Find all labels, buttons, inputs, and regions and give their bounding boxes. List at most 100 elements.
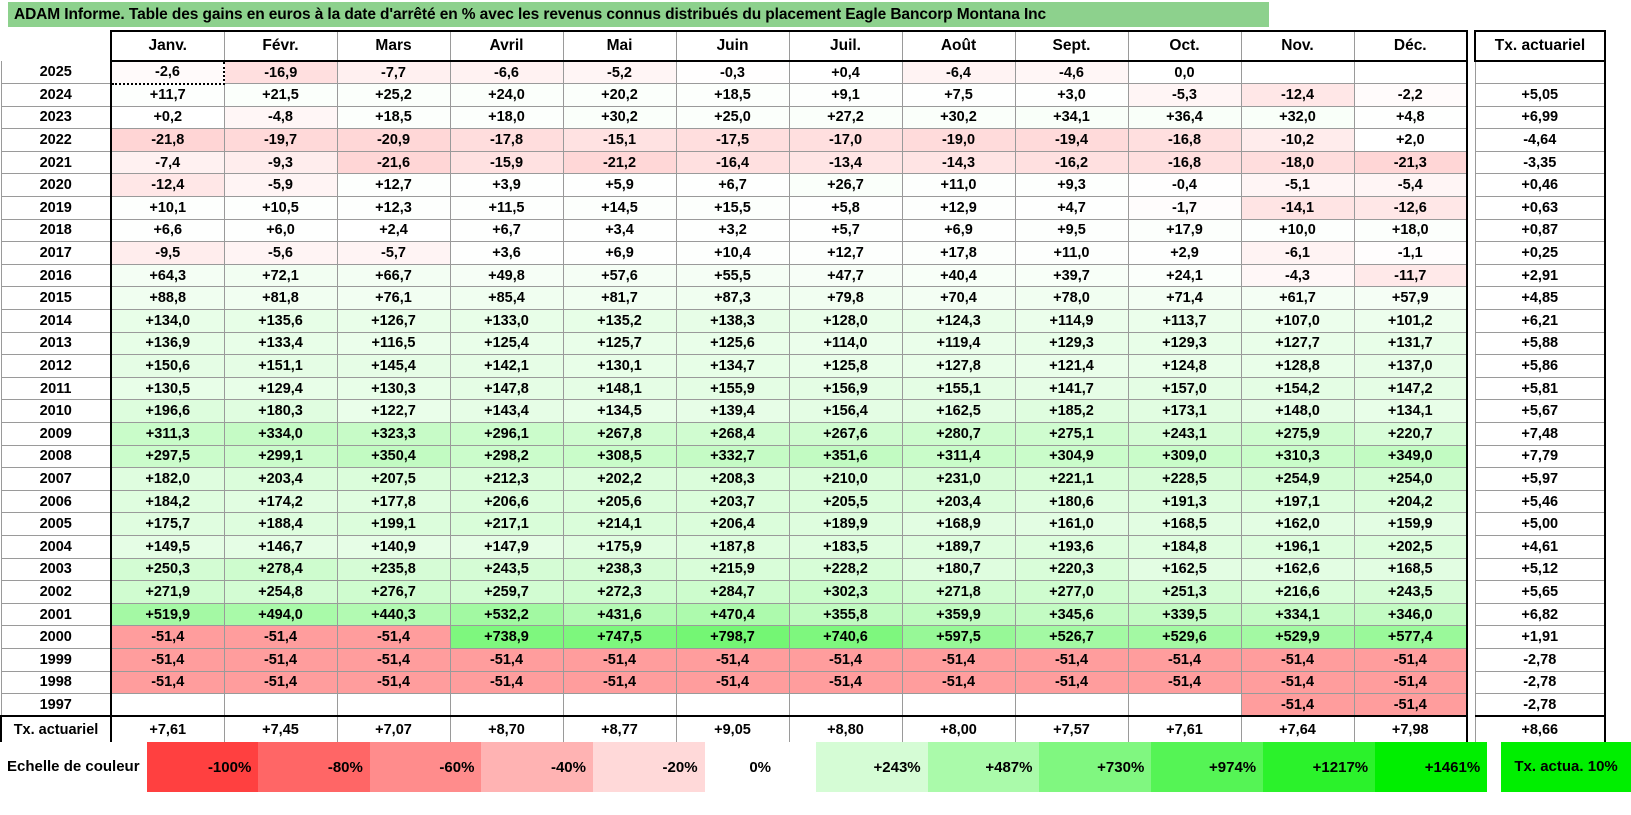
data-cell[interactable]: +18,5 — [675, 83, 789, 107]
row-year-label[interactable]: 1997 — [0, 693, 112, 718]
data-cell[interactable]: +3,9 — [449, 173, 563, 198]
data-cell[interactable]: +47,7 — [788, 264, 902, 288]
data-cell[interactable]: +6,0 — [223, 219, 337, 243]
header-month-nov[interactable]: Nov. — [1240, 30, 1354, 62]
data-cell[interactable] — [901, 693, 1015, 718]
data-cell[interactable] — [788, 693, 902, 718]
data-cell[interactable]: +212,3 — [449, 467, 563, 491]
data-cell[interactable]: +308,5 — [562, 445, 676, 469]
data-cell[interactable]: +11,0 — [901, 173, 1015, 198]
row-tx-actuariel[interactable]: +7,48 — [1474, 422, 1606, 446]
data-cell[interactable]: -0,4 — [1127, 173, 1241, 198]
data-cell[interactable]: +66,7 — [336, 264, 450, 288]
data-cell[interactable]: +254,0 — [1353, 467, 1468, 491]
data-cell[interactable]: +175,7 — [111, 512, 224, 536]
data-cell[interactable]: +217,1 — [449, 512, 563, 536]
grand-total-cell[interactable]: +8,66 — [1474, 715, 1606, 745]
data-cell[interactable]: -51,4 — [788, 671, 902, 695]
data-cell[interactable]: +3,6 — [449, 241, 563, 265]
data-cell[interactable]: +133,4 — [223, 332, 337, 356]
data-cell[interactable]: +747,5 — [562, 625, 676, 649]
data-cell[interactable]: +267,6 — [788, 422, 902, 446]
summary-cell[interactable]: +7,57 — [1014, 716, 1128, 745]
data-cell[interactable]: +243,1 — [1127, 422, 1241, 446]
data-cell[interactable]: -51,4 — [449, 648, 563, 672]
data-cell[interactable]: +10,4 — [675, 241, 789, 265]
data-cell[interactable]: +36,4 — [1127, 106, 1241, 130]
data-cell[interactable]: +5,7 — [788, 219, 902, 243]
data-cell[interactable] — [675, 693, 789, 718]
summary-cell[interactable]: +7,98 — [1353, 716, 1468, 745]
data-cell[interactable]: +798,7 — [675, 625, 789, 649]
row-year-label[interactable]: 2004 — [0, 535, 112, 559]
data-cell[interactable]: +250,3 — [111, 558, 224, 582]
row-tx-actuariel[interactable]: +5,65 — [1474, 580, 1606, 604]
data-cell[interactable]: +311,3 — [111, 422, 224, 446]
data-cell[interactable]: +251,3 — [1127, 580, 1241, 604]
data-cell[interactable]: +334,0 — [223, 422, 337, 446]
row-tx-actuariel[interactable]: +0,25 — [1474, 241, 1606, 265]
data-cell[interactable]: +14,5 — [562, 196, 676, 220]
data-cell[interactable]: -16,8 — [1127, 128, 1241, 152]
data-cell[interactable]: -51,4 — [1240, 648, 1354, 672]
data-cell[interactable]: -51,4 — [1240, 671, 1354, 695]
data-cell[interactable]: +323,3 — [336, 422, 450, 446]
data-cell[interactable]: -51,4 — [336, 625, 450, 649]
data-cell[interactable]: +309,0 — [1127, 445, 1241, 469]
data-cell[interactable]: -16,4 — [675, 151, 789, 175]
data-cell[interactable]: +3,2 — [675, 219, 789, 243]
data-cell[interactable]: +231,0 — [901, 467, 1015, 491]
data-cell[interactable]: -6,1 — [1240, 241, 1354, 265]
data-cell[interactable]: -19,0 — [901, 128, 1015, 152]
data-cell[interactable]: +10,5 — [223, 196, 337, 220]
data-cell[interactable]: +159,9 — [1353, 512, 1468, 536]
data-cell[interactable]: -5,7 — [336, 241, 450, 265]
data-cell[interactable] — [1353, 61, 1468, 85]
row-year-label[interactable]: 2000 — [0, 625, 112, 649]
row-year-label[interactable]: 2006 — [0, 490, 112, 514]
data-cell[interactable]: +130,5 — [111, 377, 224, 401]
row-tx-actuariel[interactable] — [1474, 61, 1606, 85]
data-cell[interactable]: +168,5 — [1353, 558, 1468, 582]
data-cell[interactable]: +125,4 — [449, 332, 563, 356]
row-tx-actuariel[interactable]: +5,46 — [1474, 490, 1606, 514]
data-cell[interactable]: +134,7 — [675, 354, 789, 378]
data-cell[interactable]: +122,7 — [336, 399, 450, 423]
data-cell[interactable]: +57,9 — [1353, 286, 1468, 311]
data-cell[interactable]: +206,6 — [449, 490, 563, 514]
data-cell[interactable]: +129,4 — [223, 377, 337, 401]
data-cell[interactable]: +17,9 — [1127, 219, 1241, 243]
data-cell[interactable]: +431,6 — [562, 603, 676, 627]
data-cell[interactable]: +235,8 — [336, 558, 450, 582]
data-cell[interactable]: +526,7 — [1014, 625, 1128, 649]
data-cell[interactable]: +334,1 — [1240, 603, 1354, 627]
data-cell[interactable]: +129,3 — [1014, 332, 1128, 356]
data-cell[interactable]: +27,2 — [788, 106, 902, 130]
data-cell[interactable]: +529,6 — [1127, 625, 1241, 649]
data-cell[interactable]: +304,9 — [1014, 445, 1128, 469]
data-cell[interactable]: +57,6 — [562, 264, 676, 288]
data-cell[interactable]: +3,4 — [562, 219, 676, 243]
data-cell[interactable]: -19,7 — [223, 128, 337, 152]
row-year-label[interactable]: 2018 — [0, 219, 112, 243]
row-tx-actuariel[interactable]: +1,91 — [1474, 625, 1606, 649]
row-year-label[interactable]: 1999 — [0, 648, 112, 672]
data-cell[interactable]: -51,4 — [111, 625, 224, 649]
row-year-label[interactable]: 2011 — [0, 377, 112, 401]
row-year-label[interactable]: 2003 — [0, 558, 112, 582]
data-cell[interactable]: +116,5 — [336, 332, 450, 356]
data-cell[interactable]: -51,4 — [223, 671, 337, 695]
data-cell[interactable]: +6,9 — [901, 219, 1015, 243]
data-cell[interactable]: +24,0 — [449, 83, 563, 107]
row-year-label[interactable]: 2024 — [0, 83, 112, 107]
summary-cell[interactable]: +8,70 — [449, 716, 563, 745]
data-cell[interactable]: +127,7 — [1240, 332, 1354, 356]
data-cell[interactable]: +150,6 — [111, 354, 224, 378]
data-cell[interactable]: -51,4 — [788, 648, 902, 672]
summary-cell[interactable]: +8,77 — [562, 716, 676, 745]
data-cell[interactable]: +206,4 — [675, 512, 789, 536]
data-cell[interactable] — [1127, 693, 1241, 718]
row-tx-actuariel[interactable]: +5,88 — [1474, 332, 1606, 356]
data-cell[interactable]: +214,1 — [562, 512, 676, 536]
data-cell[interactable]: +188,4 — [223, 512, 337, 536]
